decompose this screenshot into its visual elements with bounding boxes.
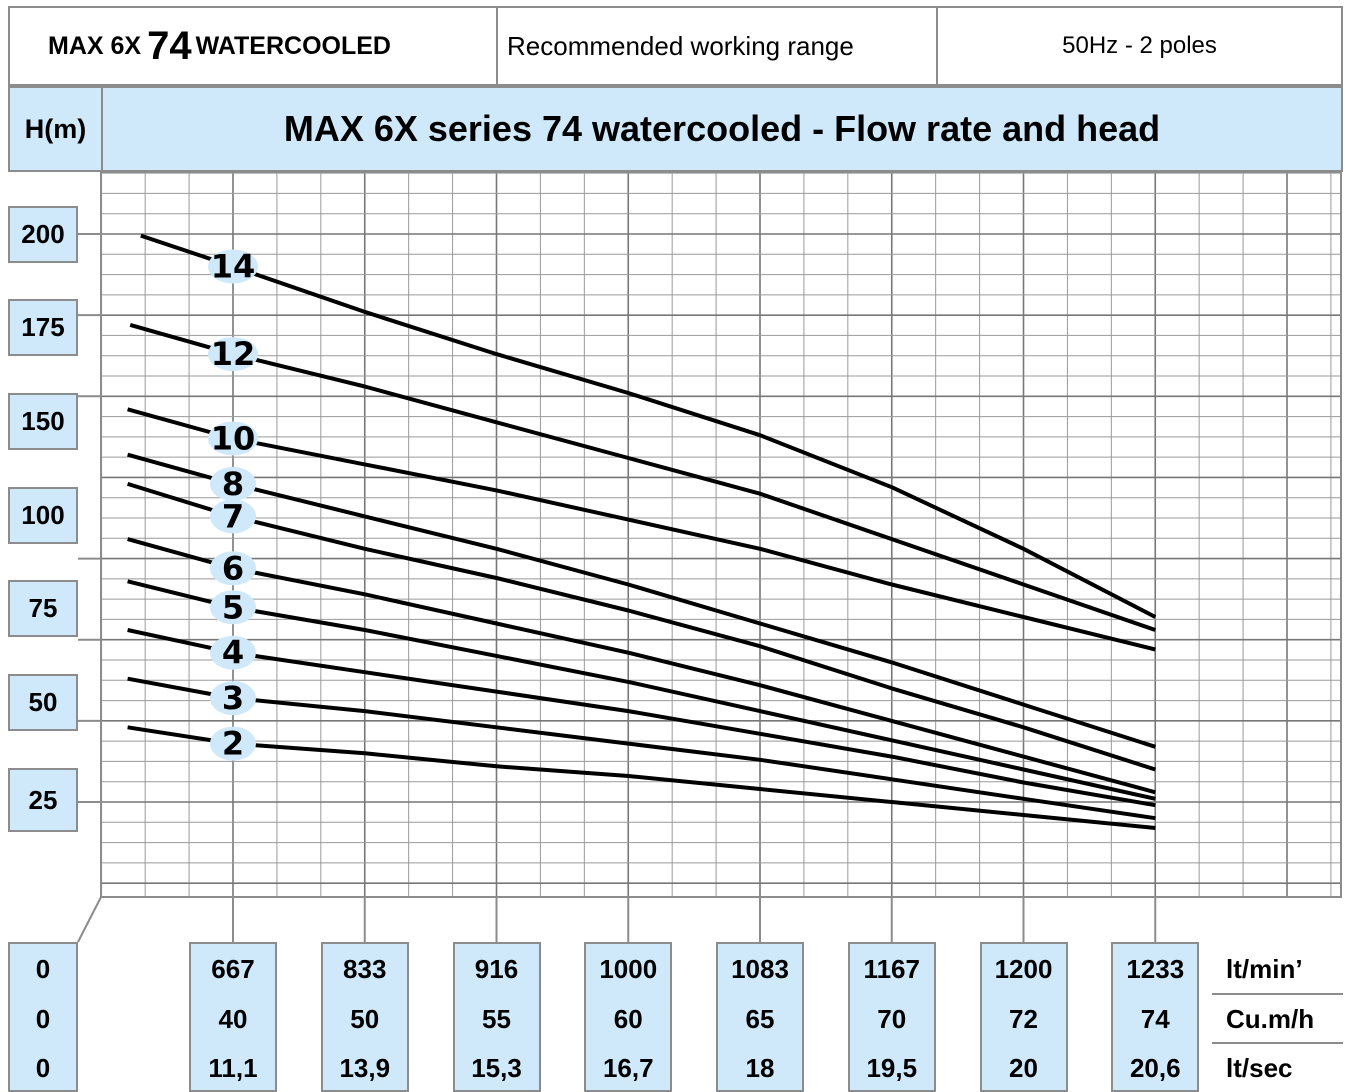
x-tick-label: 13,9 xyxy=(339,1053,391,1083)
x-origin-lps: 0 xyxy=(35,1053,51,1083)
curve-14 xyxy=(140,233,1157,619)
x-tick-label: 1000 xyxy=(599,954,658,984)
chart-ticks xyxy=(77,233,1157,943)
unit-divider xyxy=(1212,1042,1343,1044)
x-tick-label: 15,3 xyxy=(471,1053,522,1083)
range-label: Recommended working range xyxy=(496,6,938,86)
y-tick-150: 150 xyxy=(8,393,78,450)
axis-corner xyxy=(77,896,102,943)
curve-6 xyxy=(127,537,1156,795)
x-tick-label: 50 xyxy=(350,1004,380,1034)
x-tick-label: 16,7 xyxy=(602,1053,654,1083)
frequency-label: 50Hz - 2 poles xyxy=(936,6,1343,86)
x-column-box xyxy=(979,942,1068,1092)
curve-label-bubble xyxy=(210,590,256,625)
curve-8 xyxy=(127,452,1156,749)
x-tick-label: 1167 xyxy=(863,954,920,984)
curve-label-bubble xyxy=(210,681,256,716)
curve-5 xyxy=(127,579,1156,801)
x-column-box xyxy=(189,942,277,1092)
curve-label-10: 10 xyxy=(211,419,256,457)
curve-label-7: 7 xyxy=(222,497,244,535)
curve-label-12: 12 xyxy=(211,335,256,373)
unit-divider xyxy=(1212,993,1343,995)
chart-curves xyxy=(127,233,1157,830)
curve-2 xyxy=(127,725,1156,830)
curve-3 xyxy=(127,676,1156,821)
x-column-box xyxy=(452,942,541,1092)
x-tick-label: 55 xyxy=(482,1004,511,1034)
x-tick-label: 60 xyxy=(613,1004,643,1034)
x-origin-lpm: 0 xyxy=(35,954,51,984)
x-tick-label: 72 xyxy=(1009,1004,1038,1034)
x-tick-label: 19,5 xyxy=(866,1053,918,1083)
x-tick-label: 916 xyxy=(474,954,519,984)
x-tick-label: 11,1 xyxy=(208,1053,258,1083)
plot-frame xyxy=(100,171,1342,898)
x-origin-column xyxy=(8,942,78,1092)
curve-12 xyxy=(129,322,1156,632)
curve-10 xyxy=(127,407,1156,652)
curve-label-bubble xyxy=(208,421,258,456)
x-tick-label: 667 xyxy=(211,954,255,984)
curve-label-3: 3 xyxy=(222,679,244,717)
model-number: 74 xyxy=(147,23,192,68)
unit-lps: lt/sec xyxy=(1226,1053,1293,1083)
curve-label-14: 14 xyxy=(211,247,256,285)
curve-label-bubble xyxy=(208,249,258,284)
model-title: MAX 6X 74 WATERCOOLED xyxy=(8,6,498,86)
x-tick-label: 1200 xyxy=(994,954,1053,984)
x-tick-label: 70 xyxy=(877,1004,907,1034)
x-tick-label: 18 xyxy=(745,1053,775,1083)
x-column-box xyxy=(847,942,936,1092)
curve-label-4: 4 xyxy=(222,634,244,672)
curve-label-bubble xyxy=(210,635,256,670)
x-column-box xyxy=(1111,942,1200,1092)
curve-label-5: 5 xyxy=(222,588,244,626)
x-tick-label: 1083 xyxy=(731,954,789,984)
curve-label-bubble xyxy=(210,466,256,501)
unit-lpm: lt/min’ xyxy=(1226,954,1303,984)
curve-4 xyxy=(127,628,1156,808)
y-axis-title: H(m) xyxy=(8,86,103,172)
unit-cmh: Cu.m/h xyxy=(1226,1004,1315,1034)
model-prefix: MAX 6X xyxy=(48,31,142,60)
curve-label-bubble xyxy=(208,337,258,372)
model-suffix: WATERCOOLED xyxy=(195,31,391,60)
y-tick-100: 100 xyxy=(8,487,78,544)
y-tick-175: 175 xyxy=(8,299,78,356)
x-tick-label: 65 xyxy=(745,1004,775,1034)
y-tick-25: 25 xyxy=(8,768,78,832)
curve-label-2: 2 xyxy=(222,725,244,763)
curve-label-bubble xyxy=(210,551,256,586)
x-column-box xyxy=(320,942,409,1092)
curve-label-6: 6 xyxy=(222,549,244,587)
x-origin-cmh: 0 xyxy=(35,1004,51,1034)
curve-7 xyxy=(127,481,1156,772)
y-tick-200: 200 xyxy=(8,206,78,263)
chart-grid xyxy=(100,171,1342,898)
x-tick-label: 74 xyxy=(1140,1004,1170,1034)
x-tick-label: 40 xyxy=(218,1004,248,1034)
x-column-box xyxy=(716,942,804,1092)
x-tick-label: 833 xyxy=(343,954,387,984)
y-tick-75: 75 xyxy=(8,580,78,637)
curve-label-8: 8 xyxy=(222,465,244,503)
curve-label-bubble xyxy=(210,726,256,761)
x-tick-label: 20 xyxy=(1009,1053,1038,1083)
x-tick-label: 1233 xyxy=(1126,954,1185,984)
x-tick-label: 20,6 xyxy=(1129,1053,1181,1083)
chart-title: MAX 6X series 74 watercooled - Flow rate… xyxy=(101,86,1343,172)
curve-label-bubble xyxy=(210,499,256,534)
y-tick-50: 50 xyxy=(8,674,78,731)
